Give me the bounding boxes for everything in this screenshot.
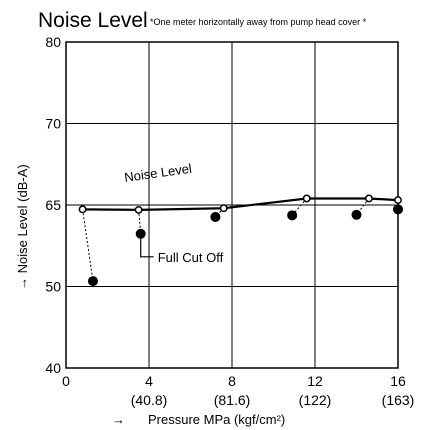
- noise-level-point: [394, 196, 402, 205]
- chart-title-note: *One meter horizontally away from pump h…: [150, 17, 367, 27]
- x-tick-label: 4: [145, 373, 153, 389]
- full-cut-off-point: [210, 211, 221, 222]
- full-cut-off-point: [351, 209, 362, 220]
- noise-level-point: [134, 205, 143, 214]
- x-tick-label: 12: [307, 373, 323, 389]
- noise-level-line: [82, 197, 399, 211]
- chart-marks: [78, 194, 403, 287]
- noise-level-point: [78, 205, 87, 214]
- y-tick-label: 80: [45, 34, 61, 50]
- chart-title: Noise Level: [38, 9, 148, 32]
- full-cut-off-point: [287, 210, 298, 221]
- x-tick-labels: 0 4 (40.8) 8 (81.6) 12 (122) 16 (163): [62, 373, 414, 408]
- y-tick-label: 40: [45, 360, 61, 376]
- full-cut-off-point: [135, 228, 146, 239]
- x-tick-sublabel: (122): [299, 392, 332, 408]
- noise-level-annotation: Noise Level: [123, 161, 192, 185]
- y-axis-label: → Noise Level (dB-A): [15, 164, 30, 290]
- full-cut-off-leader: [140, 238, 154, 258]
- y-tick-labels: 40 50 65 70 80: [45, 34, 61, 376]
- drop-line: [82, 209, 94, 282]
- noise-level-point: [365, 194, 373, 203]
- x-axis-arrow: →: [112, 412, 125, 427]
- full-cut-off-point: [87, 276, 98, 287]
- x-axis-label: Pressure MPa (kgf/cm²): [148, 412, 285, 427]
- full-cut-off-annotation: Full Cut Off: [158, 250, 224, 265]
- x-tick-sublabel: (163): [382, 392, 415, 408]
- y-tick-label: 50: [45, 279, 61, 295]
- x-tick-sublabel: (40.8): [131, 392, 168, 408]
- y-tick-label: 65: [45, 197, 61, 213]
- x-tick-label: 8: [228, 373, 236, 389]
- noise-level-point: [219, 204, 228, 213]
- noise-level-point: [302, 194, 311, 203]
- x-tick-sublabel: (81.6): [214, 392, 251, 408]
- full-cut-off-point: [393, 204, 403, 215]
- y-tick-label: 70: [45, 116, 61, 132]
- x-tick-label: 0: [62, 373, 70, 389]
- grid: [66, 42, 398, 368]
- x-tick-label: 16: [390, 373, 406, 389]
